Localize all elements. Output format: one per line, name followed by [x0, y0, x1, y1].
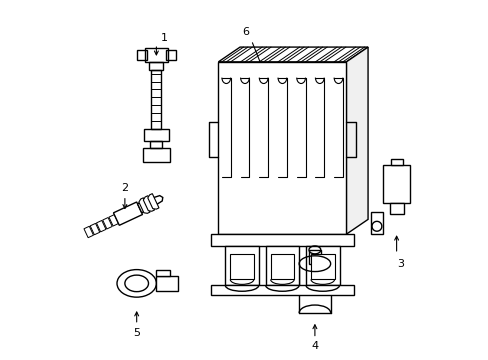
Polygon shape [218, 47, 367, 62]
Bar [265, 246, 299, 285]
Bar [389, 203, 403, 215]
Polygon shape [346, 47, 367, 234]
Bar [225, 246, 258, 285]
Polygon shape [113, 202, 142, 225]
Text: 3: 3 [396, 259, 403, 269]
Bar [230, 254, 253, 279]
Bar [310, 254, 334, 279]
Text: 4: 4 [311, 341, 318, 351]
Polygon shape [139, 198, 150, 213]
Bar [156, 275, 178, 291]
Bar [382, 165, 409, 203]
Bar [142, 148, 170, 162]
Bar [149, 62, 163, 70]
Bar [210, 234, 353, 246]
Bar [390, 159, 402, 165]
Bar [156, 270, 170, 275]
Bar [137, 50, 146, 60]
Polygon shape [147, 194, 159, 209]
Polygon shape [143, 196, 154, 211]
Bar [218, 62, 346, 234]
Bar [144, 48, 168, 62]
Bar [210, 285, 353, 295]
Text: 5: 5 [133, 328, 140, 338]
Text: 1: 1 [161, 33, 167, 43]
Bar [305, 246, 339, 285]
Text: 2: 2 [121, 183, 128, 193]
Bar [370, 212, 382, 234]
Bar [166, 50, 176, 60]
Text: 6: 6 [242, 27, 248, 37]
Bar [270, 254, 294, 279]
Polygon shape [137, 197, 156, 213]
Bar [308, 250, 320, 264]
Bar [150, 141, 162, 148]
Bar [143, 129, 169, 141]
Bar [151, 70, 161, 129]
Polygon shape [152, 195, 163, 205]
